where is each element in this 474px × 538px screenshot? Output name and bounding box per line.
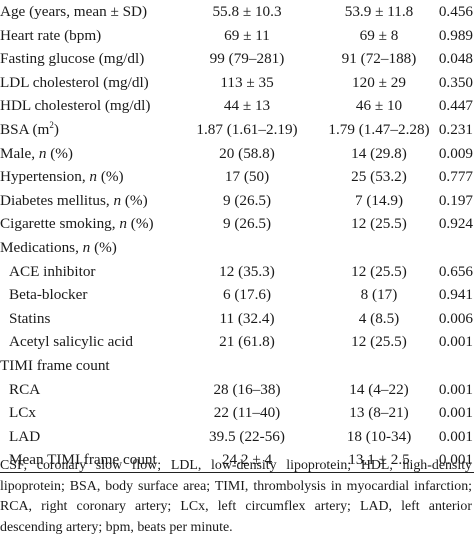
csf-value: 21 (61.8) <box>219 333 275 351</box>
control-value: 12 (25.5) <box>351 215 407 233</box>
row-label: HDL cholesterol (mg/dl) <box>0 97 151 115</box>
control-value: 18 (10-34) <box>346 427 412 445</box>
p-value: 0.231 <box>438 120 473 138</box>
p-value: 0.001 <box>438 333 473 351</box>
p-value: 0.456 <box>438 3 473 20</box>
table-row: Fasting glucose (mg/dl) 99 (79–281) 91 (72… <box>0 47 474 71</box>
row-label: Age (years, mean ± SD) <box>0 3 148 20</box>
p-value: 0.006 <box>438 309 473 327</box>
control-value: 8 (17) <box>360 286 398 304</box>
csf-value: 9 (26.5) <box>222 191 272 209</box>
p-value: 0.941 <box>438 286 473 304</box>
csf-value: 44 ± 13 <box>223 97 271 115</box>
row-label: Acetyl salicylic acid <box>9 333 133 351</box>
p-value: 0.656 <box>438 262 473 280</box>
row-label: Fasting glucose (mg/dl) <box>0 50 145 68</box>
table-row: Acetyl salicylic acid 21 (61.8) 12 (25.5) 0… <box>0 330 474 354</box>
p-value: 0.001 <box>438 404 473 422</box>
control-value: 14 (29.8) <box>351 144 407 162</box>
csf-value: 55.8 ± 10.3 <box>212 3 282 20</box>
table-row: Cigarette smoking, n (%) 9 (26.5) 12 (25.5… <box>0 212 474 236</box>
row-label: Heart rate (bpm) <box>0 26 102 44</box>
control-value: 53.9 ± 11.8 <box>344 3 414 20</box>
control-value: 12 (25.5) <box>351 262 407 280</box>
table-row: Beta-blocker 6 (17.6) 8 (17) 0.941 <box>0 283 474 307</box>
table-row: HDL cholesterol (mg/dl) 44 ± 13 46 ± 10 0.4… <box>0 94 474 118</box>
table-row: Heart rate (bpm) 69 ± 11 69 ± 8 0.989 <box>0 24 474 48</box>
csf-value: 9 (26.5) <box>222 215 272 233</box>
p-value: 0.001 <box>438 380 473 398</box>
row-label: Cigarette smoking, n (%) <box>0 215 154 233</box>
characteristics-table: Age (years, mean ± SD) 55.8 ± 10.3 53.9 ± … <box>0 0 474 473</box>
table-row: Male, n (%) 20 (58.8) 14 (29.8) 0.009 <box>0 142 474 166</box>
control-value: 12 (25.5) <box>351 333 407 351</box>
table-row: Diabetes mellitus, n (%) 9 (26.5) 7 (14.9)… <box>0 189 474 213</box>
row-label: Male, n (%) <box>0 144 73 162</box>
csf-value: 99 (79–281) <box>209 50 285 68</box>
section-header-row: Medications, n (%) <box>0 236 474 260</box>
table-row: RCA 28 (16–38) 14 (4–22) 0.001 <box>0 378 474 402</box>
csf-value: 69 ± 11 <box>224 26 270 44</box>
section-header-row: TIMI frame count <box>0 354 474 378</box>
csf-value: 24.2 ± 4 <box>221 451 273 469</box>
csf-value: 17 (50) <box>224 168 270 186</box>
control-value: 13.1 ± 2.5 <box>348 451 410 469</box>
p-value: 0.048 <box>438 50 473 68</box>
row-label: LCx <box>9 404 37 422</box>
csf-value: 20 (58.8) <box>219 144 275 162</box>
section-label: Medications, n (%) <box>0 238 117 256</box>
csf-value: 22 (11–40) <box>213 404 281 422</box>
table-row: LDL cholesterol (mg/dl) 113 ± 35 120 ± 29 0… <box>0 71 474 95</box>
control-value: 91 (72–188) <box>341 50 417 68</box>
p-value: 0.350 <box>438 73 473 91</box>
csf-value: 11 (32.4) <box>219 309 275 327</box>
csf-value: 39.5 (22-56) <box>209 427 285 445</box>
table-row: Age (years, mean ± SD) 55.8 ± 10.3 53.9 ± … <box>0 0 474 24</box>
p-value: 0.989 <box>438 26 473 44</box>
row-label: Mean TIMI frame count <box>9 451 157 469</box>
csf-value: 1.87 (1.61–2.19) <box>196 120 298 138</box>
csf-value: 12 (35.3) <box>219 262 275 280</box>
table-row: Mean TIMI frame count 24.2 ± 4 13.1 ± 2.5 0… <box>0 448 474 473</box>
control-value: 4 (8.5) <box>358 309 400 327</box>
p-value: 0.001 <box>438 451 473 469</box>
control-value: 1.79 (1.47–2.28) <box>328 120 430 138</box>
row-label: Beta-blocker <box>9 286 88 304</box>
control-value: 25 (53.2) <box>351 168 407 186</box>
row-label: RCA <box>9 380 41 398</box>
control-value: 14 (4–22) <box>349 380 409 398</box>
row-label: BSA (m2) <box>0 119 59 138</box>
control-value: 13 (8–21) <box>349 404 409 422</box>
control-value: 7 (14.9) <box>354 191 404 209</box>
p-value: 0.001 <box>438 427 473 445</box>
p-value: 0.197 <box>438 191 473 209</box>
control-value: 120 ± 29 <box>352 73 406 91</box>
p-value: 0.009 <box>438 144 473 162</box>
table-row: LAD 39.5 (22-56) 18 (10-34) 0.001 <box>0 425 474 449</box>
table-row: Statins 11 (32.4) 4 (8.5) 0.006 <box>0 307 474 331</box>
table-row: Hypertension, n (%) 17 (50) 25 (53.2) 0.777 <box>0 165 474 189</box>
p-value: 0.447 <box>438 97 473 115</box>
row-label: Hypertension, n (%) <box>0 168 124 186</box>
table-row: LCx 22 (11–40) 13 (8–21) 0.001 <box>0 401 474 425</box>
p-value: 0.924 <box>438 215 473 233</box>
csf-value: 28 (16–38) <box>213 380 281 398</box>
table-footnote: CSF, coronary slow flow; LDL, low-densit… <box>0 458 472 535</box>
section-label: TIMI frame count <box>0 356 110 374</box>
csf-value: 6 (17.6) <box>222 286 272 304</box>
row-label: Diabetes mellitus, n (%) <box>0 191 148 209</box>
csf-value: 113 ± 35 <box>220 73 274 91</box>
row-label: LDL cholesterol (mg/dl) <box>0 73 149 91</box>
p-value: 0.777 <box>438 168 473 186</box>
row-label: ACE inhibitor <box>9 262 96 280</box>
row-label: Statins <box>9 309 51 327</box>
control-value: 46 ± 10 <box>355 97 403 115</box>
table-row: ACE inhibitor 12 (35.3) 12 (25.5) 0.656 <box>0 260 474 284</box>
table-row: BSA (m2) 1.87 (1.61–2.19) 1.79 (1.47–2.28)… <box>0 118 474 142</box>
row-label: LAD <box>9 427 41 445</box>
control-value: 69 ± 8 <box>359 26 399 44</box>
